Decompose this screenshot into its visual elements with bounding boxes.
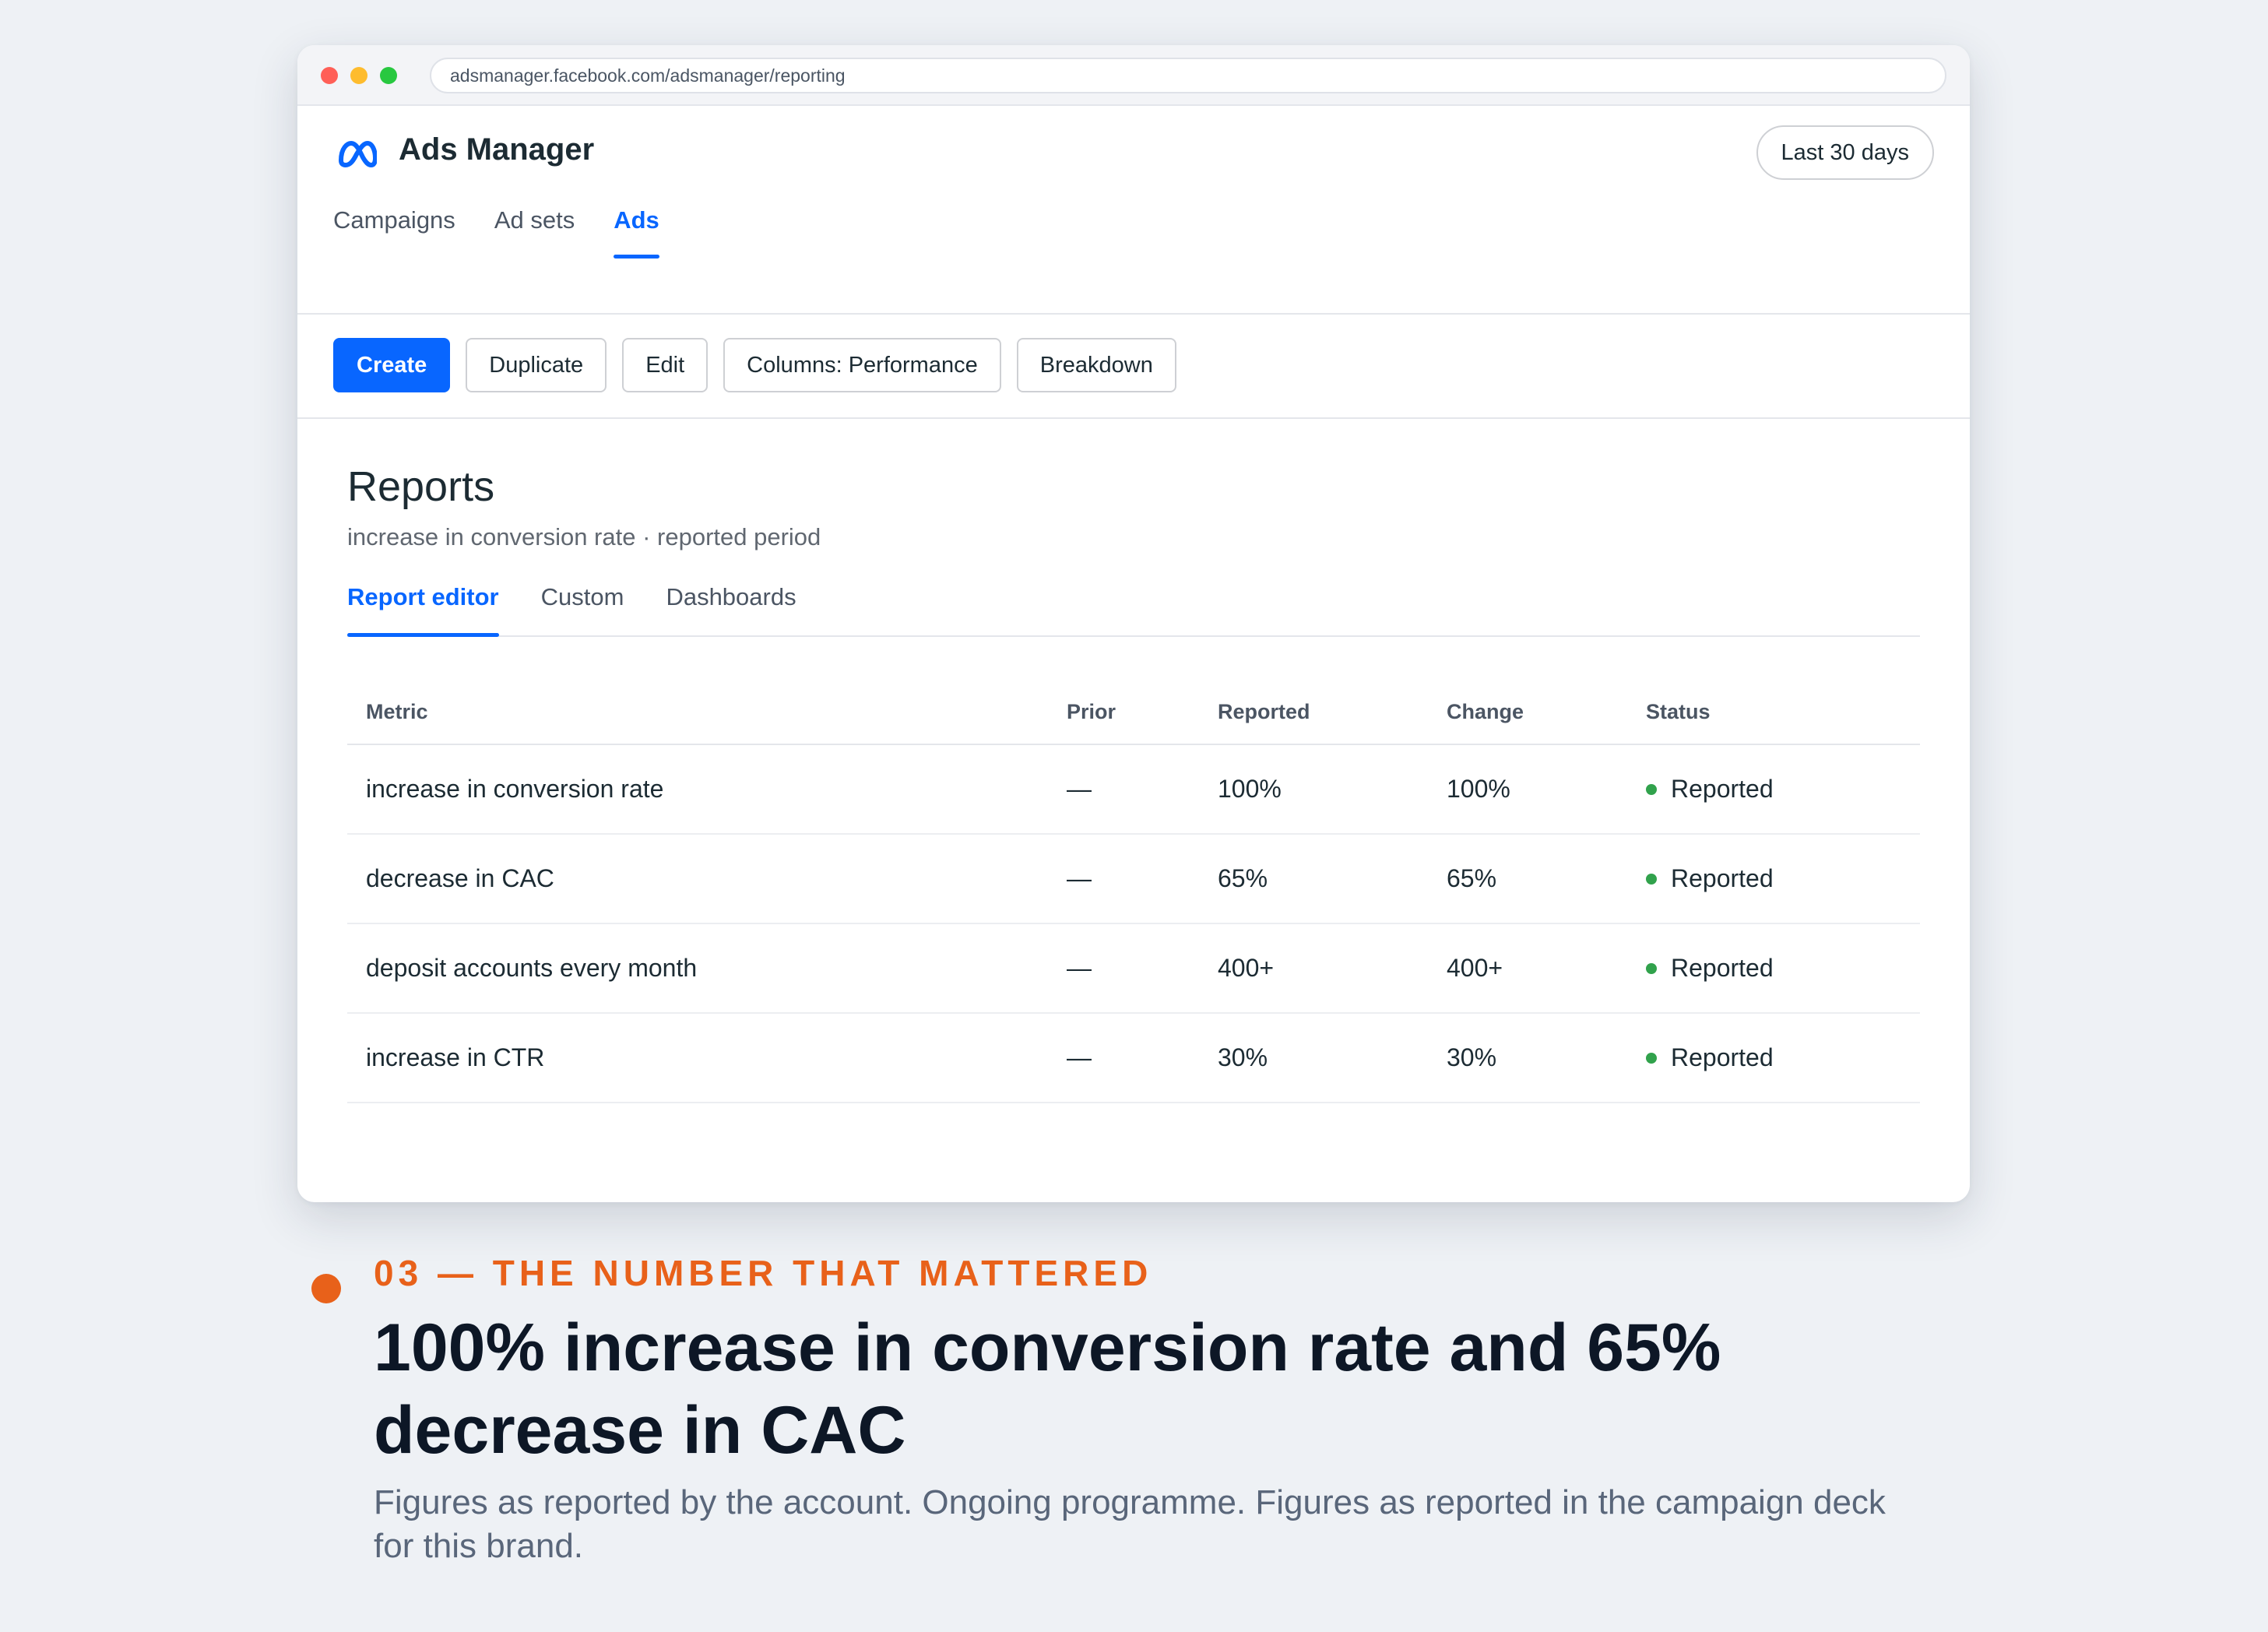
meta-infinity-icon — [339, 141, 377, 167]
tab-ads[interactable]: Ads — [614, 201, 659, 259]
maximize-window-icon[interactable] — [380, 67, 397, 84]
table-header-row: Metric Prior Reported Change Status — [347, 681, 1920, 745]
status-badge: Reported — [1671, 954, 1774, 982]
level-tabs: Campaigns Ad sets Ads — [333, 201, 698, 259]
metric-link[interactable]: decrease in CAC — [347, 834, 1048, 924]
reported-value: 100% — [1199, 744, 1428, 835]
reports-title: Reports — [347, 463, 495, 510]
browser-chrome: adsmanager.facebook.com/adsmanager/repor… — [297, 45, 1970, 106]
edit-button[interactable]: Edit — [622, 338, 709, 392]
toolbar: Create Duplicate Edit Columns: Performan… — [297, 315, 1970, 419]
tab-campaigns[interactable]: Campaigns — [333, 206, 455, 234]
minimize-window-icon[interactable] — [350, 67, 367, 84]
app-header: Ads Manager Last 30 days Campaigns Ad se… — [297, 106, 1970, 315]
headline: 100% increase in conversion rate and 65%… — [374, 1310, 1721, 1468]
status-cell: Reported — [1627, 923, 1920, 1014]
change-value: 400+ — [1428, 923, 1627, 1014]
change-value: 65% — [1428, 834, 1627, 924]
table-row[interactable]: deposit accounts every month — 400+ 400+… — [347, 923, 1920, 1014]
metrics-table: Metric Prior Reported Change Status incr… — [347, 681, 1920, 1103]
tab-custom[interactable]: Custom — [540, 583, 624, 610]
reported-value: 65% — [1199, 834, 1428, 924]
column-header-prior[interactable]: Prior — [1048, 681, 1199, 745]
status-badge: Reported — [1671, 775, 1774, 803]
report-tabs: Report editor Custom Dashboards — [347, 578, 1920, 637]
status-badge: Reported — [1671, 1043, 1774, 1071]
status-dot-icon — [1646, 873, 1657, 885]
metric-link[interactable]: increase in CTR — [347, 1013, 1048, 1103]
change-value: 100% — [1428, 744, 1627, 835]
prior-value: — — [1048, 1013, 1199, 1103]
column-header-metric[interactable]: Metric — [347, 681, 1048, 745]
prior-value: — — [1048, 923, 1199, 1014]
app-title: Ads Manager — [399, 132, 595, 167]
column-header-status[interactable]: Status — [1627, 681, 1920, 745]
close-window-icon[interactable] — [321, 67, 338, 84]
create-button[interactable]: Create — [333, 338, 451, 392]
table-row[interactable]: decrease in CAC — 65% 65% Reported — [347, 834, 1920, 924]
reported-value: 30% — [1199, 1013, 1428, 1103]
date-range-button[interactable]: Last 30 days — [1756, 125, 1934, 180]
status-cell: Reported — [1627, 834, 1920, 924]
footnote: Figures as reported by the account. Ongo… — [374, 1483, 1886, 1565]
table-row[interactable]: increase in CTR — 30% 30% Reported — [347, 1013, 1920, 1103]
reports-panel: Reports increase in conversion rate · re… — [297, 419, 1970, 1103]
status-cell: Reported — [1627, 744, 1920, 835]
tab-ad-sets[interactable]: Ad sets — [494, 206, 575, 234]
bullet-dot-icon — [311, 1274, 341, 1303]
section-eyebrow: 03 — THE NUMBER THAT MATTERED — [374, 1253, 1153, 1293]
reports-subtitle: increase in conversion rate · reported p… — [347, 523, 821, 550]
metric-link[interactable]: increase in conversion rate — [347, 744, 1048, 835]
columns-button[interactable]: Columns: Performance — [723, 338, 1001, 392]
table-row[interactable]: increase in conversion rate — 100% 100% … — [347, 744, 1920, 835]
status-dot-icon — [1646, 962, 1657, 974]
change-value: 30% — [1428, 1013, 1627, 1103]
reported-value: 400+ — [1199, 923, 1428, 1014]
breakdown-button[interactable]: Breakdown — [1016, 338, 1176, 392]
tab-report-editor[interactable]: Report editor — [347, 578, 499, 637]
column-header-change[interactable]: Change — [1428, 681, 1627, 745]
metric-link[interactable]: deposit accounts every month — [347, 923, 1048, 1014]
status-dot-icon — [1646, 783, 1657, 795]
status-dot-icon — [1646, 1052, 1657, 1064]
status-cell: Reported — [1627, 1013, 1920, 1103]
prior-value: — — [1048, 744, 1199, 835]
duplicate-button[interactable]: Duplicate — [466, 338, 607, 392]
column-header-reported[interactable]: Reported — [1199, 681, 1428, 745]
tab-dashboards[interactable]: Dashboards — [666, 583, 796, 610]
address-bar[interactable]: adsmanager.facebook.com/adsmanager/repor… — [430, 58, 1946, 93]
status-badge: Reported — [1671, 864, 1774, 892]
prior-value: — — [1048, 834, 1199, 924]
browser-window: adsmanager.facebook.com/adsmanager/repor… — [297, 45, 1970, 1202]
